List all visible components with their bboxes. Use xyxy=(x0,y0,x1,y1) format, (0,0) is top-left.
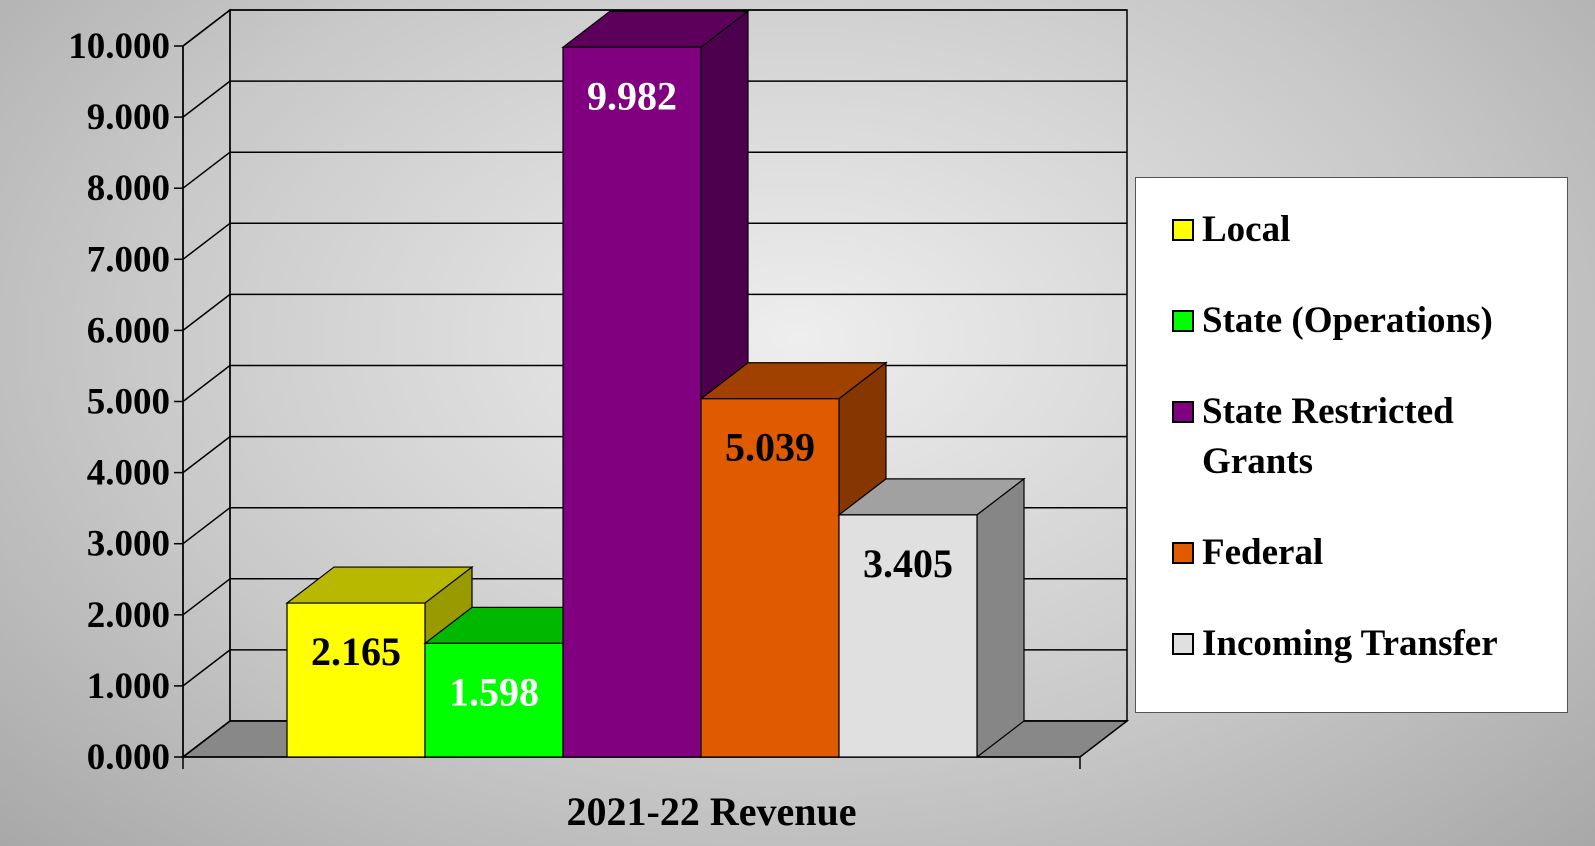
x-tick-label: 2021-22 Revenue xyxy=(567,789,857,834)
grid-line xyxy=(182,507,231,545)
legend-label: Federal xyxy=(1202,532,1324,574)
legend-entry: State Restricted Grants xyxy=(1172,387,1567,487)
legend-swatch xyxy=(1172,633,1194,656)
legend-entry: Incoming Transfer xyxy=(1172,619,1567,669)
y-tick-label: 10.000 xyxy=(68,26,170,67)
legend-label: Local xyxy=(1202,208,1291,250)
y-tick-label: 6.000 xyxy=(87,310,170,351)
legend-label: State (Operations) xyxy=(1202,299,1493,341)
legend-swatch xyxy=(1172,542,1194,565)
value-label: 3.405 xyxy=(863,541,953,586)
y-tick-label: 4.000 xyxy=(87,453,170,494)
value-label: 2.165 xyxy=(311,629,401,674)
y-tick-label: 9.000 xyxy=(87,97,170,138)
legend-entry: State (Operations) xyxy=(1172,296,1567,346)
legend-entry: Local xyxy=(1172,205,1567,255)
grid-line xyxy=(182,9,231,47)
legend: Local State (Operations) State Restricted … xyxy=(1135,177,1568,713)
y-tick-label: 3.000 xyxy=(87,524,170,565)
y-tick-label: 7.000 xyxy=(87,239,170,280)
legend-swatch xyxy=(1172,218,1194,241)
grid-line xyxy=(182,293,231,331)
y-tick-label: 8.000 xyxy=(87,168,170,209)
y-tick-label: 1.000 xyxy=(87,666,170,707)
grid-line xyxy=(182,80,231,118)
grid-line xyxy=(182,578,231,616)
grid-line xyxy=(182,151,231,189)
legend-label: State Restricted Grants xyxy=(1202,390,1454,482)
y-tick-label: 2.000 xyxy=(87,595,170,636)
value-label: 9.982 xyxy=(587,73,677,118)
grid-line xyxy=(182,720,231,758)
grid-line xyxy=(182,222,231,260)
y-tick-label: 5.000 xyxy=(87,382,170,423)
value-label: 5.039 xyxy=(725,425,815,470)
legend-entry: Federal xyxy=(1172,528,1567,578)
bar xyxy=(700,398,840,758)
value-label: 1.598 xyxy=(449,669,539,714)
legend-label: Incoming Transfer xyxy=(1202,623,1498,665)
grid-line xyxy=(182,649,231,687)
grid-line xyxy=(182,364,231,403)
bar-side xyxy=(976,477,1025,759)
bar xyxy=(838,514,978,758)
y-tick-label: 0.000 xyxy=(87,737,170,778)
bar xyxy=(562,46,702,758)
bar xyxy=(424,642,564,758)
bar xyxy=(286,602,426,758)
legend-swatch xyxy=(1172,400,1194,423)
grid-line xyxy=(182,436,231,474)
legend-swatch xyxy=(1172,309,1194,332)
